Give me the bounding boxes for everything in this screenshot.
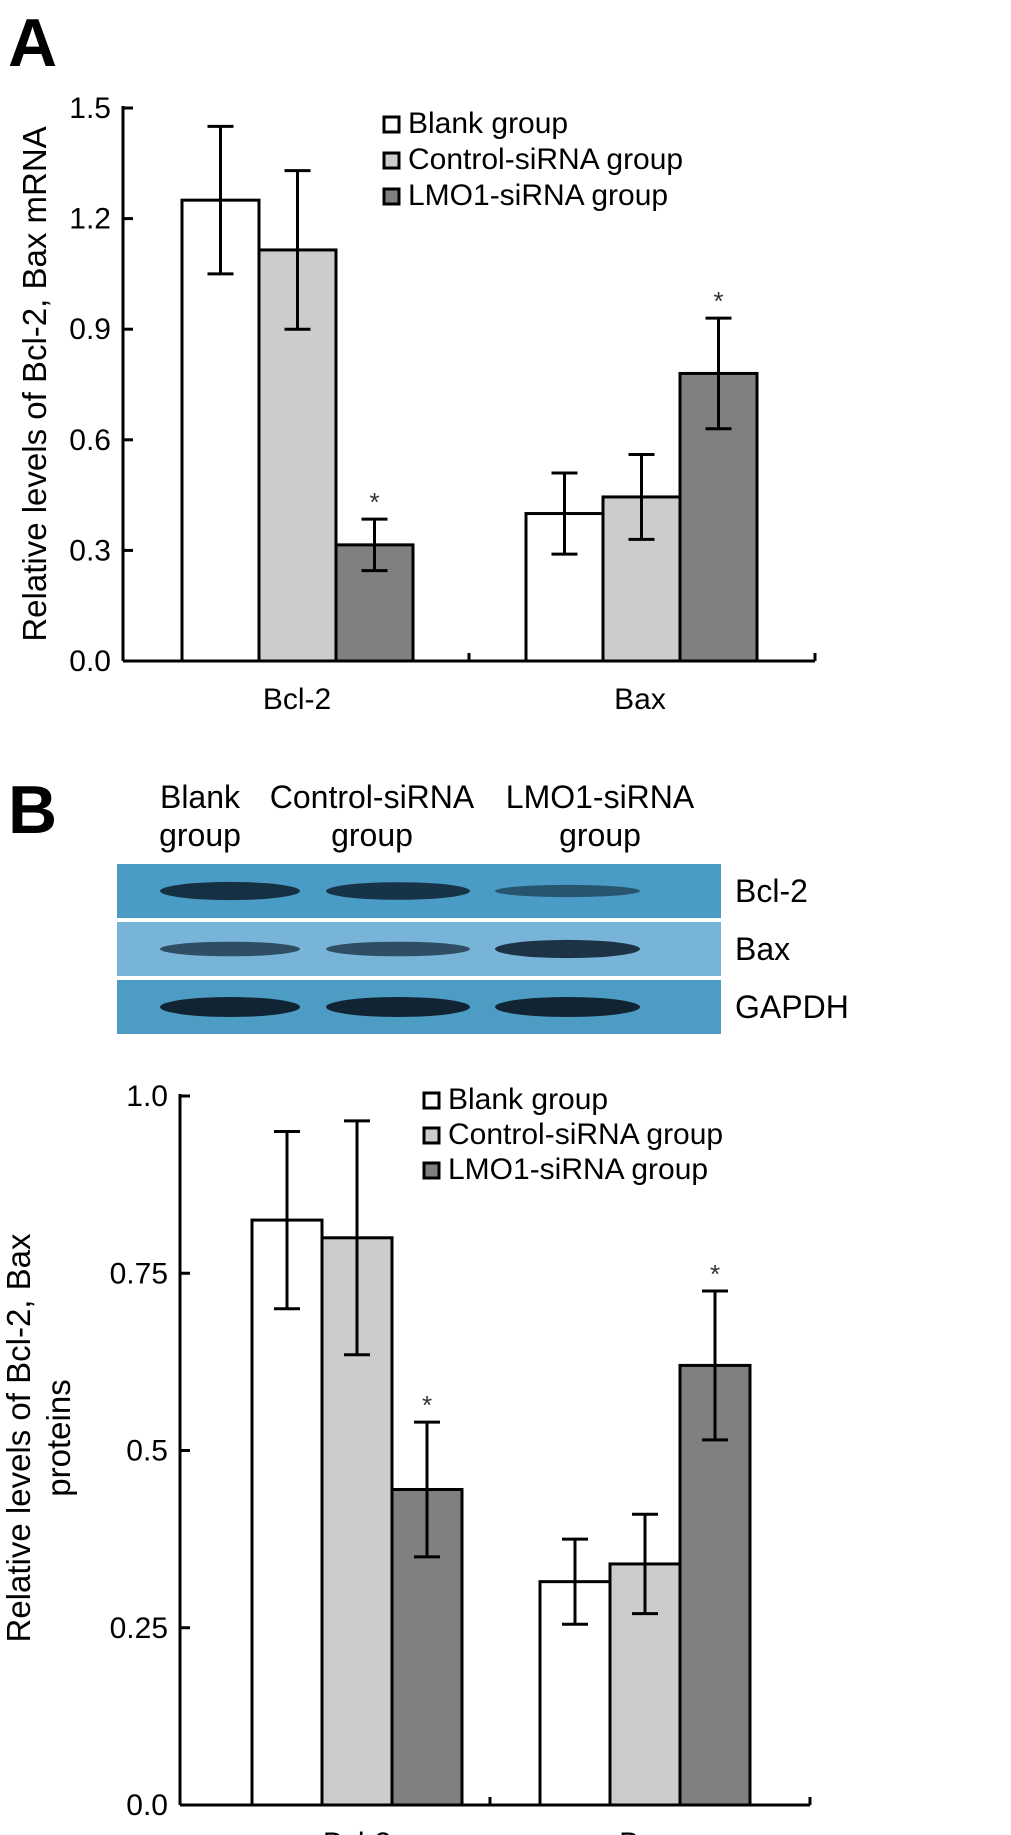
chart-a: 0.0 0.3 0.6 0.9 1.2 1.5 * Bcl-2 * Bax Relative lev… [16, 92, 817, 716]
legend-label-a-1: Control-siRNA group [408, 143, 683, 176]
y-tick-label-b-1: 0.25 [110, 1612, 168, 1645]
blot-row-label-bax: Bax [735, 931, 790, 967]
error-bar-a-bcl-2-blank-group [207, 124, 234, 276]
blot-band-bcl-2-lane-2 [495, 884, 640, 898]
bar-a-bcl-2-lmo1-sirna-group [334, 543, 415, 663]
error-bar-b-bcl-2-lmo1-sirna-group [414, 1420, 440, 1559]
error-bar-b-bax-lmo1-sirna-group [702, 1289, 728, 1442]
western-blot: BlankgroupControl-siRNAgroupLMO1-siRNAgr… [117, 779, 849, 1034]
legend-label-b-2: LMO1-siRNA group [448, 1153, 708, 1186]
blot-row-label-bcl-2: Bcl-2 [735, 873, 808, 909]
legend-swatch-b-1 [422, 1126, 441, 1145]
significance-star-a-bcl-2: * [369, 487, 379, 517]
x-tick-label-a-bax: Bax [614, 683, 666, 716]
x-tick-label-b-bcl-2: Bcl-2 [323, 1827, 391, 1835]
y-axis-title-b-line-1: proteins [40, 1379, 77, 1496]
y-tick-label-b-3: 0.75 [110, 1257, 168, 1290]
blot-band-gapdh-lane-2 [495, 997, 640, 1017]
blot-lane-label-0-line-1: group [159, 817, 241, 853]
y-tick-label-a-1: 0.3 [69, 534, 111, 567]
y-axis-title-a: Relative levels of Bcl-2, Bax mRNA [16, 126, 53, 641]
blot-band-gapdh-lane-0 [160, 997, 300, 1017]
y-tick-label-b-2: 0.5 [126, 1435, 168, 1468]
legend-label-a-0: Blank group [408, 107, 568, 140]
error-bar-b-bax-blank-group [562, 1537, 588, 1626]
y-tick-label-b-4: 1.0 [126, 1080, 168, 1113]
blot-band-bax-lane-1 [326, 941, 470, 957]
blot-band-bax-lane-2 [495, 939, 640, 959]
panel-letter-b: B [8, 772, 57, 848]
blot-lane-label-1-line-1: group [331, 817, 413, 853]
significance-star-b-bcl-2: * [422, 1390, 432, 1420]
blot-lane-label-0-line-0: Blank [160, 779, 241, 815]
error-bar-b-bcl-2-control-sirna-group [344, 1119, 370, 1357]
legend-swatch-b-2 [422, 1161, 441, 1180]
significance-star-b-bax: * [710, 1259, 720, 1289]
blot-row-label-gapdh: GAPDH [735, 989, 849, 1025]
error-bar-b-bcl-2-blank-group [274, 1129, 300, 1311]
significance-star-a-bax: * [713, 286, 723, 316]
panel-letter-a: A [8, 5, 57, 81]
error-bar-a-bcl-2-lmo1-sirna-group [361, 517, 388, 573]
error-bar-a-bax-control-sirna-group [628, 453, 655, 541]
blot-lane-label-2-line-1: group [559, 817, 641, 853]
y-tick-label-a-4: 1.2 [69, 203, 111, 236]
blot-band-bax-lane-0 [160, 941, 300, 957]
blot-lane-label-2-line-0: LMO1-siRNA [506, 779, 695, 815]
error-bar-a-bcl-2-control-sirna-group [284, 169, 311, 331]
bar-a-bcl-2-control-sirna-group [257, 248, 338, 663]
legend-swatch-a-0 [382, 115, 401, 134]
blot-lane-label-1-line-0: Control-siRNA [270, 779, 475, 815]
error-bar-a-bax-blank-group [551, 471, 578, 556]
legend-swatch-b-0 [422, 1091, 441, 1110]
legend-label-a-2: LMO1-siRNA group [408, 179, 668, 212]
legend-swatch-a-1 [382, 151, 401, 170]
y-tick-label-b-0: 0.0 [126, 1789, 168, 1822]
x-tick-label-a-bcl-2: Bcl-2 [263, 683, 331, 716]
error-bar-a-bax-lmo1-sirna-group [705, 316, 732, 431]
legend-swatch-a-2 [382, 187, 401, 206]
blot-band-bcl-2-lane-0 [160, 881, 300, 901]
chart-b: 0.0 0.25 0.5 0.75 1.0 * Bcl-2 * Bax Relative leve… [0, 1080, 812, 1835]
blot-band-gapdh-lane-1 [326, 997, 470, 1017]
bar-b-bcl-2-blank-group [250, 1218, 324, 1807]
legend-label-b-0: Blank group [448, 1083, 608, 1116]
y-axis-title-b-line-0: Relative levels of Bcl-2, Bax [0, 1233, 37, 1643]
legend-label-b-1: Control-siRNA group [448, 1118, 723, 1151]
y-tick-label-a-5: 1.5 [69, 92, 111, 125]
x-tick-label-b-bax: Bax [619, 1827, 671, 1835]
error-bar-b-bax-control-sirna-group [632, 1512, 658, 1616]
y-tick-label-a-0: 0.0 [69, 645, 111, 678]
blot-band-bcl-2-lane-1 [326, 882, 470, 900]
y-tick-label-a-2: 0.6 [69, 424, 111, 457]
y-tick-label-a-3: 0.9 [69, 313, 111, 346]
